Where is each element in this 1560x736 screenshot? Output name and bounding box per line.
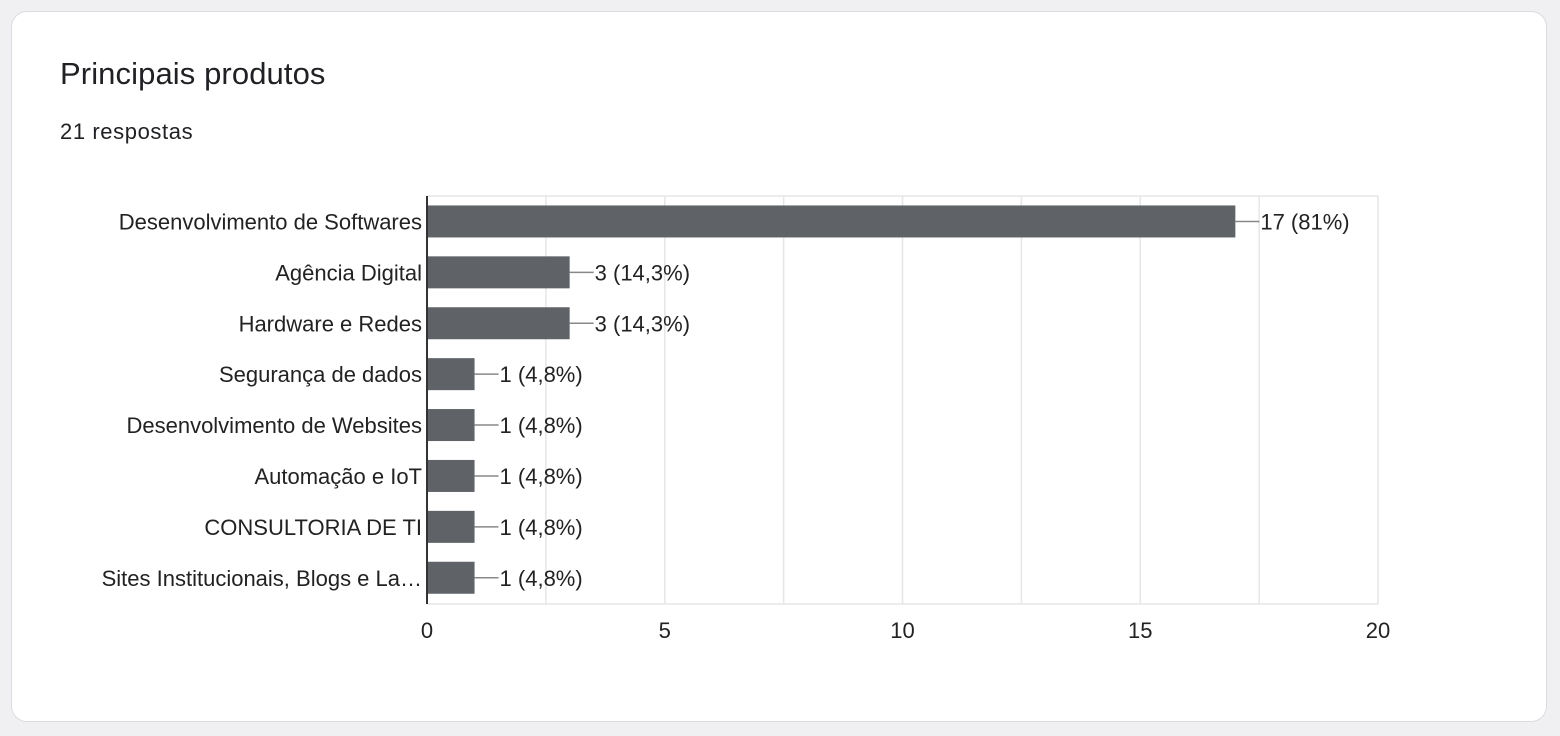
bar	[427, 358, 475, 391]
bar	[427, 409, 475, 442]
data-label: 1 (4,8%)	[500, 413, 583, 438]
x-tick-label: 15	[1128, 618, 1152, 643]
category-label: Sites Institucionais, Blogs e La…	[102, 566, 422, 591]
category-label: Automação e IoT	[254, 464, 422, 489]
category-label: Segurança de dados	[219, 362, 422, 387]
bar	[427, 256, 570, 289]
bar	[427, 561, 475, 594]
bar	[427, 459, 475, 492]
bar	[427, 307, 570, 340]
response-count: 21 respostas	[60, 119, 194, 144]
data-label: 3 (14,3%)	[595, 311, 690, 336]
card-title: Principais produtos	[60, 56, 326, 91]
category-label: Desenvolvimento de Softwares	[119, 209, 422, 234]
x-tick-label: 0	[421, 618, 433, 643]
data-label: 1 (4,8%)	[500, 515, 583, 540]
bar	[427, 205, 1236, 238]
bar	[427, 510, 475, 543]
data-label: 1 (4,8%)	[500, 566, 583, 591]
x-tick-label: 5	[659, 618, 671, 643]
data-label: 1 (4,8%)	[500, 362, 583, 387]
data-label: 17 (81%)	[1260, 209, 1349, 234]
category-label: Desenvolvimento de Websites	[126, 413, 422, 438]
data-label: 3 (14,3%)	[595, 260, 690, 285]
data-label: 1 (4,8%)	[500, 464, 583, 489]
x-tick-label: 20	[1366, 618, 1390, 643]
x-tick-label: 10	[890, 618, 914, 643]
category-label: CONSULTORIA DE TI	[204, 515, 422, 540]
category-label: Agência Digital	[275, 260, 422, 285]
category-label: Hardware e Redes	[239, 311, 422, 336]
